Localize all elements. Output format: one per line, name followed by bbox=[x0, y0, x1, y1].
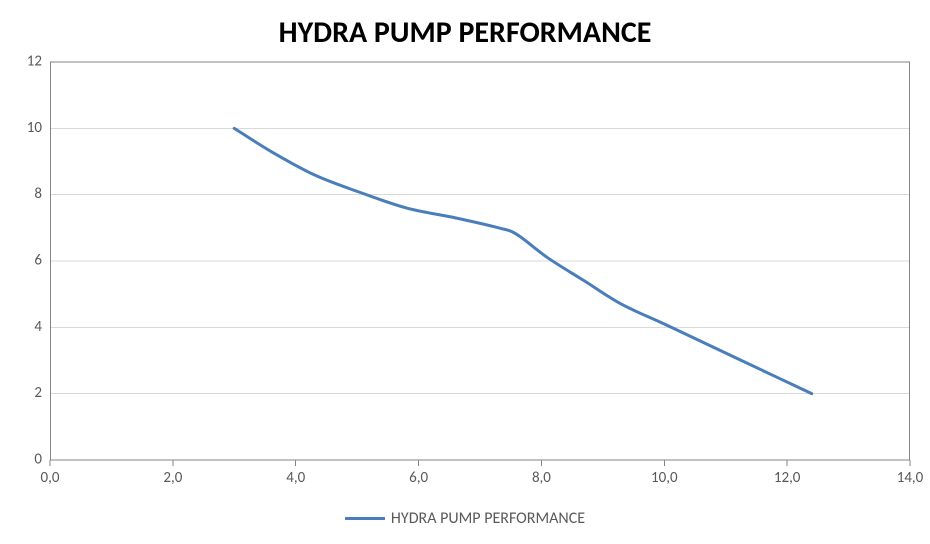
y-tick-label: 10 bbox=[27, 119, 43, 137]
plot-area: 0246810120,02,04,06,08,010,012,014,0 bbox=[50, 62, 910, 460]
legend-label: HYDRA PUMP PERFORMANCE bbox=[391, 509, 585, 528]
y-tick-label: 6 bbox=[34, 252, 42, 270]
y-tick-label: 2 bbox=[34, 384, 42, 402]
chart-title: HYDRA PUMP PERFORMANCE bbox=[0, 14, 930, 51]
x-tick-label: 12,0 bbox=[774, 469, 801, 487]
legend: HYDRA PUMP PERFORMANCE bbox=[0, 506, 930, 528]
x-tick-label: 14,0 bbox=[897, 469, 924, 487]
x-tick-label: 2,0 bbox=[163, 469, 182, 487]
y-tick-label: 0 bbox=[34, 451, 42, 469]
chart-svg: 0246810120,02,04,06,08,010,012,014,0 bbox=[50, 62, 910, 460]
y-tick-label: 8 bbox=[34, 185, 42, 203]
x-tick-label: 10,0 bbox=[651, 469, 678, 487]
x-tick-label: 6,0 bbox=[409, 469, 428, 487]
chart-container: HYDRA PUMP PERFORMANCE 0246810120,02,04,… bbox=[0, 0, 930, 544]
legend-item: HYDRA PUMP PERFORMANCE bbox=[345, 509, 585, 528]
x-tick-label: 8,0 bbox=[532, 469, 551, 487]
y-tick-label: 4 bbox=[34, 318, 42, 336]
y-tick-label: 12 bbox=[27, 53, 42, 71]
x-tick-label: 4,0 bbox=[286, 469, 305, 487]
x-tick-label: 0,0 bbox=[41, 469, 60, 487]
legend-swatch bbox=[345, 517, 385, 520]
